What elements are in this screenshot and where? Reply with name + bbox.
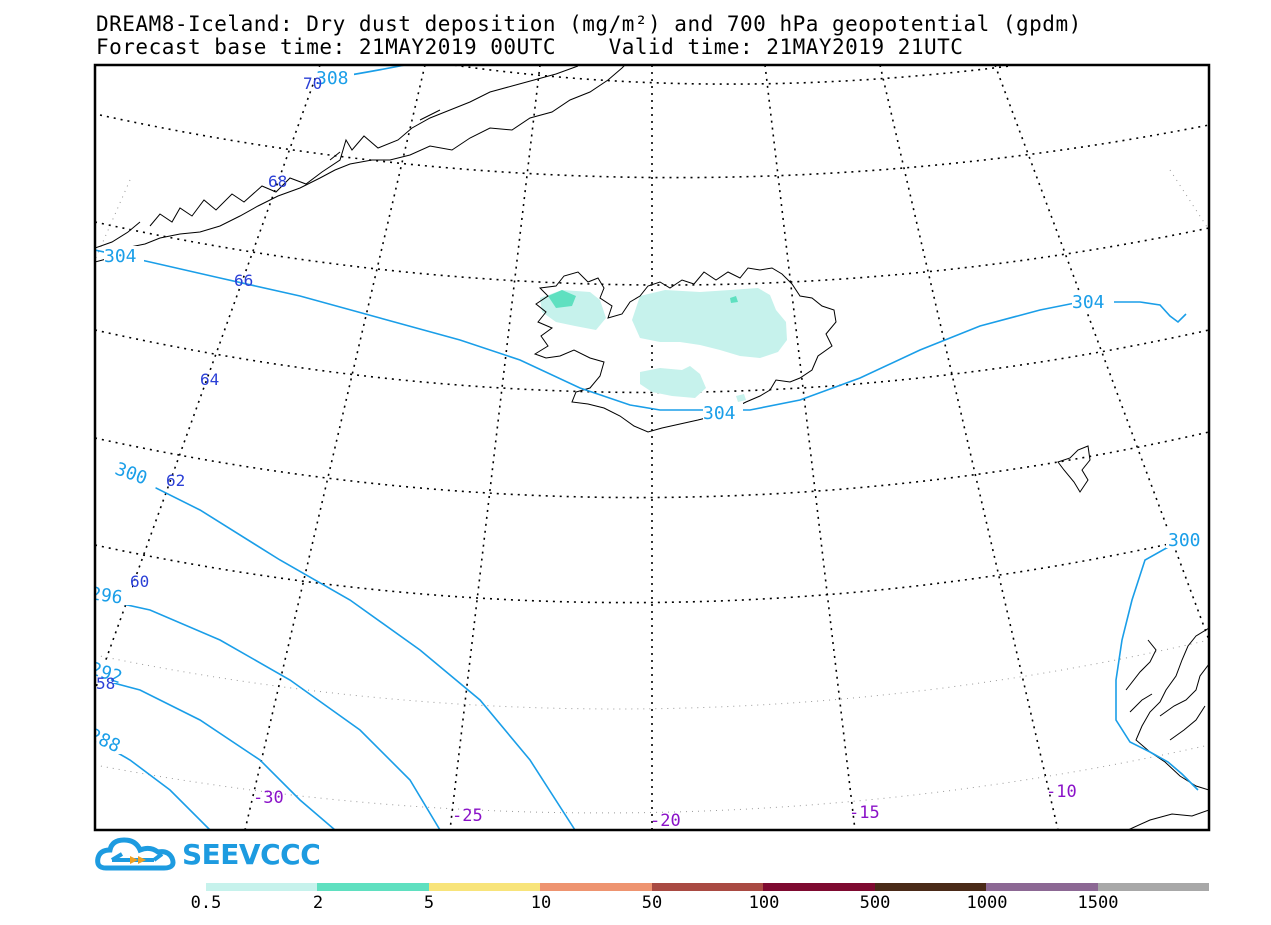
colorbar-segment xyxy=(651,883,764,891)
colorbar-segment xyxy=(1097,883,1209,891)
greenland-fjords xyxy=(149,65,579,227)
contour-label-300-east: 300 xyxy=(1168,530,1201,551)
contour-label-300-west: 300 xyxy=(112,459,150,490)
gridline-lat-66 xyxy=(95,329,1209,394)
colorbar-segment xyxy=(874,883,987,891)
colorbar-label: 500 xyxy=(859,893,891,913)
dust-patch-north xyxy=(632,288,787,358)
colorbar-segment xyxy=(206,883,318,891)
gridline-lat-62 xyxy=(95,534,1209,604)
gridline-lat-64 xyxy=(95,431,1209,499)
dust-patch-high-2 xyxy=(730,296,738,303)
gridline-lon-35 xyxy=(95,65,321,691)
colorbar-label: 50 xyxy=(641,893,663,913)
gridline-lon-30 xyxy=(244,65,426,830)
lat-label-64: 64 xyxy=(200,370,219,389)
gridline-lon-25 xyxy=(449,65,541,830)
colorbar-segment xyxy=(317,883,429,891)
greenland-coastline xyxy=(95,65,626,263)
lat-label-58: 58 xyxy=(96,674,115,693)
seevccc-logo-text: SEEVCCC xyxy=(182,838,321,871)
lon-label-20: -20 xyxy=(650,811,681,831)
colorbar-label: 5 xyxy=(423,893,435,913)
gridline-lat-70 xyxy=(99,114,1209,179)
norway-islands xyxy=(1125,639,1209,741)
contour-label-308: 308 xyxy=(316,68,349,89)
chart-title: DREAM8-Iceland: Dry dust deposition (mg/… xyxy=(96,12,1082,36)
colorbar-segment xyxy=(428,883,541,891)
dust-deposition-high xyxy=(548,290,738,308)
colorbar-label: 1000 xyxy=(966,893,1008,913)
contour-292 xyxy=(95,677,336,830)
lat-label-70: 70 xyxy=(303,74,322,93)
colorbar-segment xyxy=(986,883,1098,891)
contour-296 xyxy=(95,597,441,830)
lon-label-15: -15 xyxy=(849,803,880,823)
outer-gridlines xyxy=(95,169,1209,814)
dust-patch-east xyxy=(736,394,746,402)
cloud-logo-icon xyxy=(95,837,176,871)
forecast-times: Forecast base time: 21MAY2019 00UTC Vali… xyxy=(96,35,964,59)
gridline-lon-10 xyxy=(879,65,1059,830)
gridline-outer-right xyxy=(1169,169,1209,231)
gridline-lat-58 xyxy=(95,744,1209,814)
iceland-coastline xyxy=(533,267,837,433)
dust-deposition-area xyxy=(540,288,787,402)
colorbar-label: 100 xyxy=(748,893,780,913)
norway-coastline xyxy=(1135,627,1209,791)
contour-label-304-center: 304 xyxy=(703,403,736,424)
colorbar xyxy=(206,883,1209,891)
contour-label-304-east: 304 xyxy=(1072,292,1105,313)
scotland-coastline xyxy=(1127,809,1209,830)
colorbar-label: 2 xyxy=(312,893,324,913)
faroe-islands-coastline xyxy=(1057,445,1091,493)
geopotential-contours xyxy=(95,65,1199,830)
colorbar-segment xyxy=(763,883,875,891)
contour-300-east xyxy=(1115,539,1199,791)
contour-label-296: 296 xyxy=(89,583,124,608)
contour-304 xyxy=(95,249,1187,411)
gridline-lon-15 xyxy=(764,65,856,830)
map-frame xyxy=(93,63,1211,832)
lon-label-10: -10 xyxy=(1046,782,1077,802)
contour-300-west xyxy=(119,469,576,830)
colorbar-label: 1500 xyxy=(1077,893,1119,913)
lat-label-68: 68 xyxy=(268,172,287,191)
contour-label-304-west: 304 xyxy=(104,246,137,267)
gridline-lat-72 xyxy=(447,65,1011,85)
dust-patch-high-1 xyxy=(548,290,576,308)
dust-patch-south xyxy=(640,366,706,398)
gridline-lon-5 xyxy=(994,65,1209,641)
lon-label-25: -25 xyxy=(452,806,483,826)
colorbar-label: 0.5 xyxy=(190,893,222,913)
colorbar-label: 10 xyxy=(530,893,552,913)
coastlines xyxy=(95,65,1209,830)
lat-label-66: 66 xyxy=(234,271,253,290)
colorbar-segment xyxy=(540,883,652,891)
longitude-gridlines xyxy=(95,65,1209,830)
gridline-outer-left xyxy=(95,179,131,261)
lat-label-62: 62 xyxy=(166,471,185,490)
lat-label-60: 60 xyxy=(130,572,149,591)
lon-label-30: -30 xyxy=(253,788,284,808)
greenland-inner-coast xyxy=(95,109,441,249)
